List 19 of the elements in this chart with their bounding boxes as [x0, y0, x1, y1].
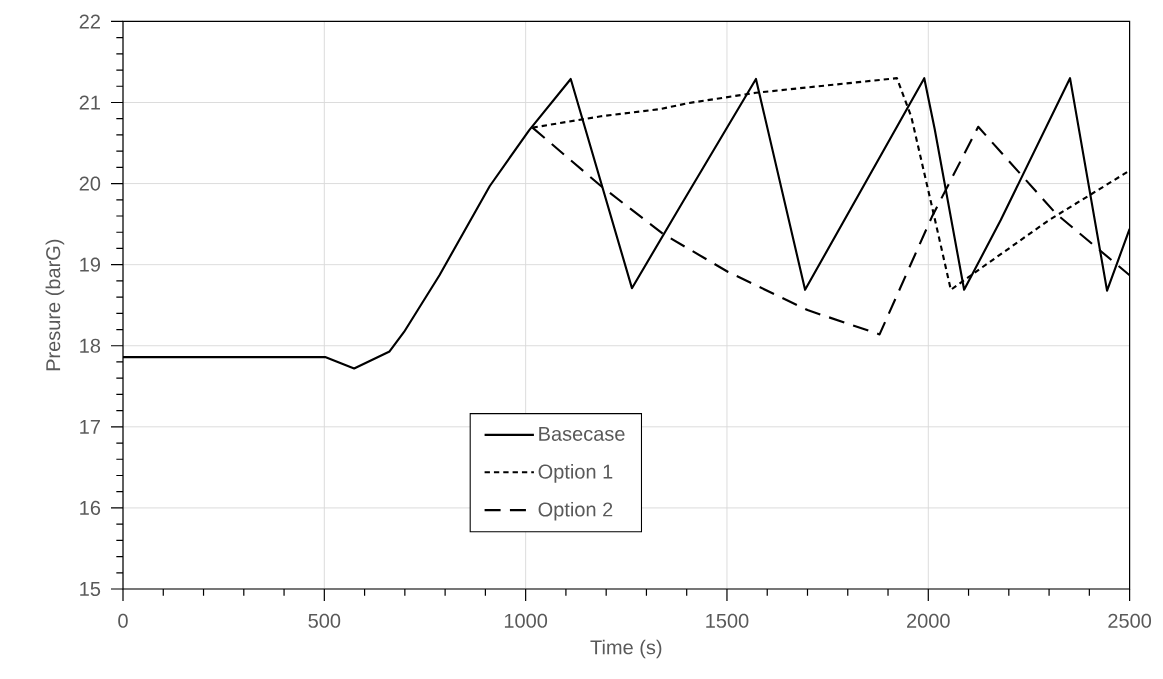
x-tick-label: 500	[308, 613, 341, 628]
y-tick-label: 18	[80, 338, 101, 353]
y-tick-label: 15	[80, 582, 101, 596]
x-axis-title: Time (s)	[590, 639, 662, 659]
legend-label: Basecase	[539, 426, 625, 441]
x-tick-label: 2500	[1108, 613, 1152, 628]
legend-label: Option 1	[538, 464, 613, 483]
x-tick-label: 0	[118, 613, 128, 628]
legend-label: Option 2	[538, 501, 613, 521]
y-tick-label: 20	[79, 176, 101, 191]
x-tick-label: 2000	[907, 613, 950, 628]
y-tick-label: 16	[80, 500, 101, 515]
y-tick-label: 17	[80, 419, 100, 434]
y-tick-label: 22	[79, 14, 100, 29]
x-tick-label: 1000	[504, 613, 548, 628]
y-axis-title: Presure (barG)	[45, 239, 65, 371]
y-tick-label: 19	[80, 257, 100, 272]
y-tick-label: 21	[79, 95, 100, 110]
x-tick-label: 1500	[706, 613, 749, 628]
